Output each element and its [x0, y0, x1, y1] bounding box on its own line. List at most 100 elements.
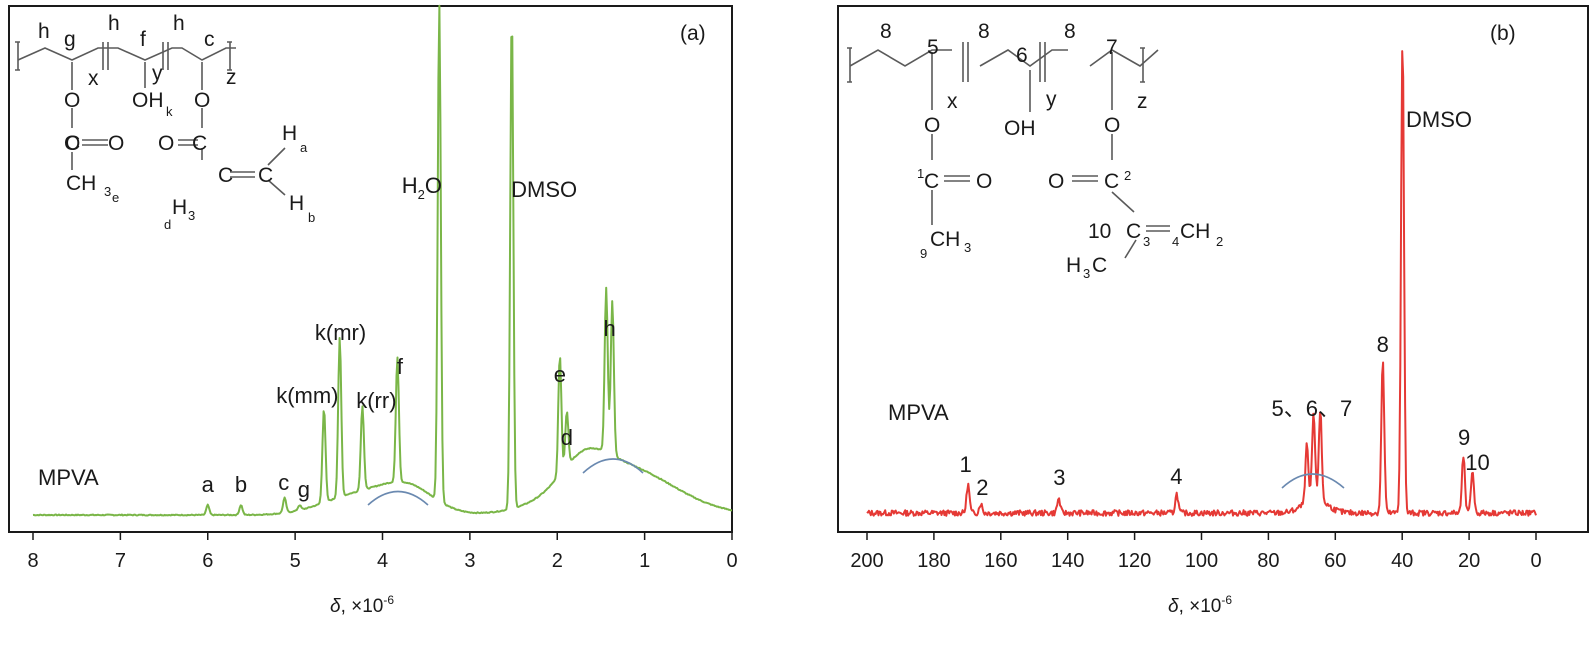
panel-b-tick-label: 20 [1458, 550, 1480, 572]
panel-b-tick-label: 60 [1324, 550, 1346, 572]
struct-b-5: 5 [927, 36, 939, 59]
panel-b-tick-label: 80 [1257, 550, 1279, 572]
panel-b-xlabel-exp: -6 [1221, 593, 1232, 607]
struct-a-ch: CH [66, 172, 96, 195]
struct-b-y: y [1046, 88, 1057, 111]
panel-b-peak-label: 3 [1053, 465, 1065, 490]
struct-b-ch: CH [930, 228, 960, 251]
panel-a-peak-label: H2O [402, 173, 442, 202]
struct-a-c4: C [218, 164, 233, 187]
struct-b-o2: O [1104, 114, 1120, 137]
panel-a-xlabel-exp: -6 [383, 593, 394, 607]
struct-b-6: 6 [1016, 44, 1028, 67]
struct-b-8b: 8 [978, 20, 990, 43]
struct-b-h3: H [1066, 254, 1081, 277]
struct-b-3: 3 [1143, 234, 1150, 249]
struct-a-h3: h [173, 12, 185, 35]
struct-a-a: a [300, 140, 308, 155]
struct-a-y: y [152, 62, 163, 85]
struct-a-f: f [140, 28, 146, 51]
struct-b-ch2-sub: 2 [1216, 234, 1223, 249]
struct-a-e: e [112, 190, 119, 205]
struct-a-g: g [64, 28, 76, 51]
panel-b: (b) 200 180 160 140 120 100 80 60 40 20 0 MPVA 12 3… [837, 5, 1589, 617]
panel-a-tick-label: 6 [202, 550, 213, 572]
panel-a-tick-label: 2 [552, 550, 563, 572]
panel-a-frame [8, 5, 733, 533]
struct-b-h3-sub: 3 [1083, 266, 1090, 281]
struct-a-x: x [88, 67, 99, 90]
panel-b-tick-label: 180 [917, 550, 950, 572]
panel-b-structure: 8 5 8 6 8 7 x y z O OH O 1 C O O C 2 CH … [847, 20, 1223, 281]
struct-a-b: b [308, 210, 315, 225]
struct-b-o1: O [924, 114, 940, 137]
panel-a-peak-label: DMSO [511, 177, 577, 202]
panel-b-spectrum-line [866, 50, 1537, 517]
panel-a-peak-label: h [604, 316, 616, 341]
struct-a-c5: C [258, 164, 273, 187]
struct-b-8c: 8 [1064, 20, 1076, 43]
panel-a-spectrum-line [32, 4, 733, 517]
panel-a-broad-peak-arc-2 [582, 458, 644, 474]
panel-a-tick-label: 5 [290, 550, 301, 572]
panel-b-xlabel: δ, ×10-6 [1168, 593, 1232, 617]
panel-b-broad-peak-arc [1281, 473, 1345, 489]
struct-b-1: 1 [917, 166, 924, 181]
panel-b-x-axis: 200 180 160 140 120 100 80 60 40 20 0 [850, 532, 1542, 572]
panel-b-peak-label: 9 [1458, 425, 1470, 450]
struct-b-7: 7 [1106, 36, 1118, 59]
struct-a-d: d [164, 217, 171, 232]
struct-b-z: z [1137, 90, 1148, 113]
panel-b-peak-label: 8 [1377, 332, 1389, 357]
struct-a-ha: H [282, 122, 297, 145]
panel-b-tick-label: 100 [1185, 550, 1218, 572]
struct-a-o4: O [108, 132, 124, 155]
panel-b-tick-label: 40 [1391, 550, 1413, 572]
struct-b-2: 2 [1124, 168, 1131, 183]
struct-b-8a: 8 [880, 20, 892, 43]
struct-a-h3c: H [172, 196, 187, 219]
panel-a-x-axis: 8 7 6 5 4 3 2 1 0 [27, 532, 738, 572]
panel-a-series-label: MPVA [38, 465, 99, 490]
panel-b-peak-label: 1 [960, 452, 972, 477]
panel-b-tick-label: 140 [1051, 550, 1084, 572]
panel-a-peak-label: g [298, 477, 310, 502]
panel-a-tick-label: 3 [464, 550, 475, 572]
panel-a-xlabel: δ, ×10-6 [330, 593, 394, 617]
struct-a-o2: O [194, 89, 210, 112]
panel-b-peak-label: DMSO [1406, 107, 1472, 132]
panel-b-xlabel-symbol: δ [1168, 596, 1179, 617]
struct-a-o5: O [158, 132, 174, 155]
panel-a-peak-label: b [235, 472, 247, 497]
struct-a-o1: O [64, 89, 80, 112]
panel-a-peak-label: d [561, 425, 573, 450]
panel-a-peak-label: e [554, 362, 566, 387]
panel-a-xlabel-unit: , ×10 [341, 596, 384, 617]
panel-a-broad-peak-arc-1 [367, 490, 429, 506]
struct-b-c3: C [1126, 220, 1141, 243]
panel-b-label: (b) [1490, 22, 1516, 45]
struct-b-ch-sub: 3 [964, 240, 971, 255]
panel-a-peak-label: k(mr) [315, 320, 366, 345]
struct-a-o3: O [64, 132, 80, 155]
panel-a-structure: h g h f h c x y z O O OH k O C O C O CH … [15, 12, 315, 232]
panel-a-tick-label: 4 [377, 550, 388, 572]
panel-a-tick-label: 0 [726, 550, 737, 572]
struct-b-ch2: CH [1180, 220, 1210, 243]
panel-a-peak-label: k(mm) [276, 383, 338, 408]
panel-a-label: (a) [680, 22, 706, 45]
struct-b-c1: C [924, 170, 939, 193]
struct-a-c2: C [65, 132, 80, 155]
panel-b-frame [837, 5, 1589, 533]
struct-a-c3: C [192, 132, 207, 155]
panel-a-peak-label: c [278, 470, 289, 495]
struct-a-h2: h [108, 12, 120, 35]
struct-b-x: x [947, 90, 958, 113]
panel-b-xlabel-unit: , ×10 [1179, 596, 1222, 617]
panel-b-peak-label: 4 [1170, 464, 1182, 489]
panel-a-peak-label: a [202, 472, 215, 497]
